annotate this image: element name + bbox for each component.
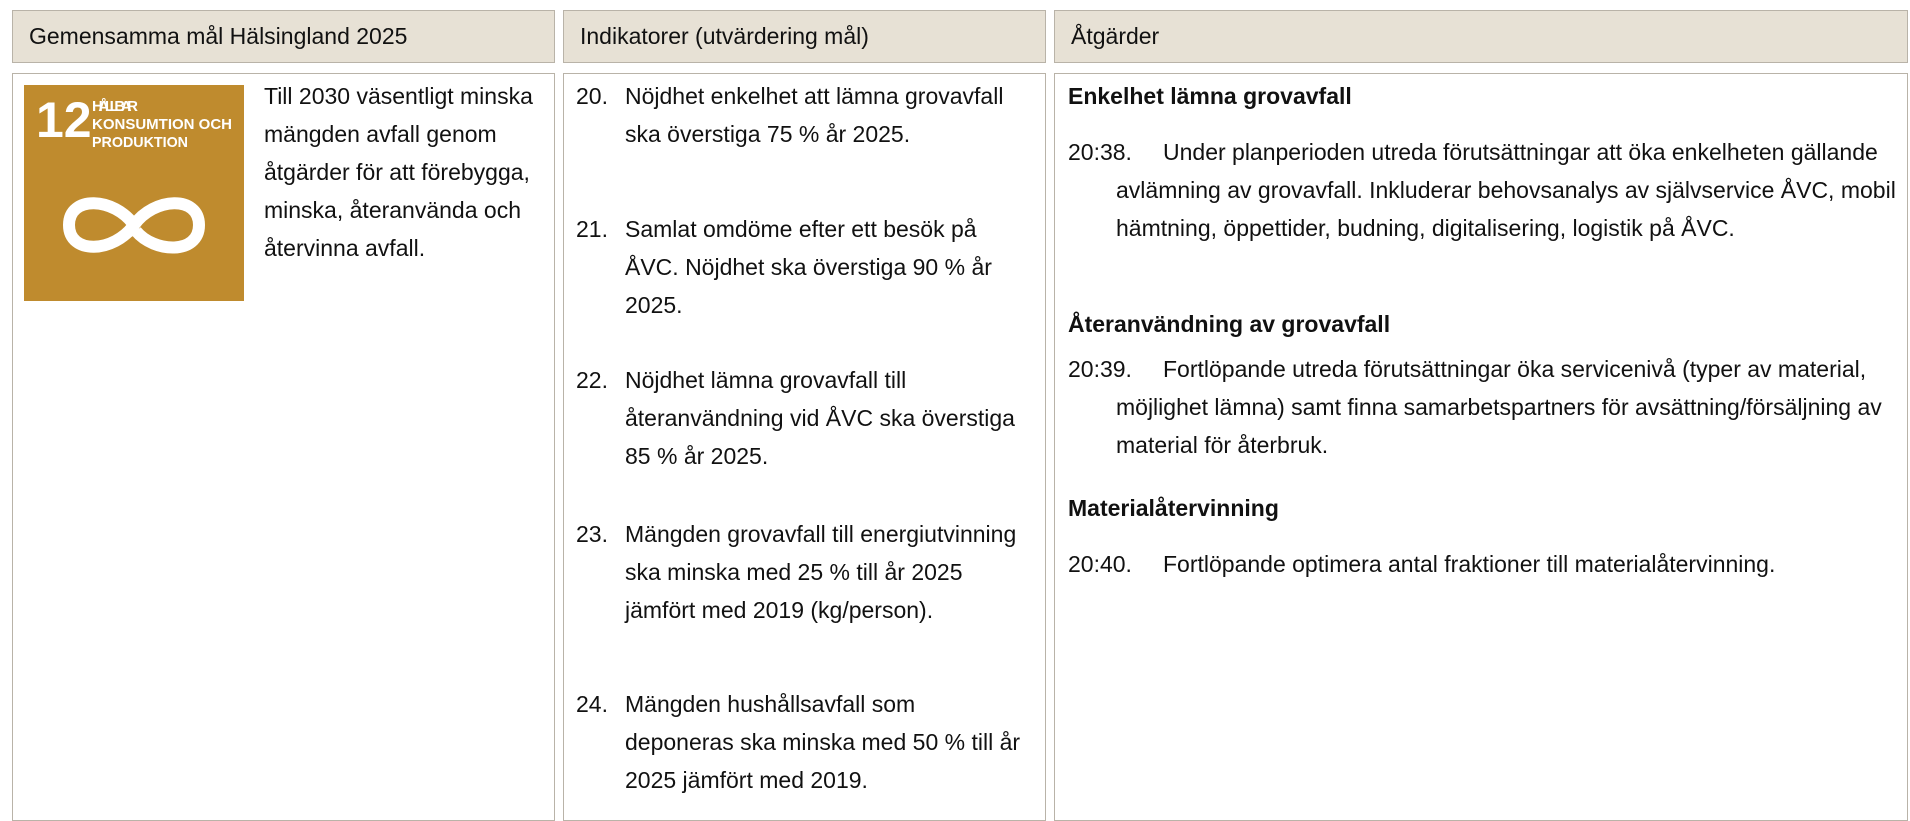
action-text: Fortlöpande optimera antal fraktioner ti… bbox=[1163, 551, 1776, 577]
indicator-text: Mängden grovavfall till energiutvinning … bbox=[625, 521, 1017, 623]
action-item: 20:40. Fortlöpande optimera antal fraktio… bbox=[1068, 545, 1898, 583]
sdg-logo: 12 HÅLLBAR KONSUMTION OCH PRODUKTION bbox=[24, 85, 244, 301]
indicator-number: 20. bbox=[576, 83, 608, 109]
indicator-text: Mängden hushållsavfall som deponeras ska… bbox=[625, 691, 1021, 793]
indicator: 24. Mängden hushållsavfall som deponeras … bbox=[576, 685, 1021, 799]
logo-icon bbox=[62, 197, 206, 254]
action-number: 20:39. bbox=[1068, 356, 1132, 382]
logo-line: PRODUKTION bbox=[92, 134, 188, 151]
action-heading: Materialåtervinning bbox=[1068, 495, 1279, 521]
indicator-number: 24. bbox=[576, 691, 608, 717]
indicator-text: Samlat omdöme efter ett besök på ÅVC. Nö… bbox=[625, 216, 992, 318]
indicator-text: Nöjdhet enkelhet att lämna grovavfall sk… bbox=[625, 83, 1004, 147]
action-number: 20:38. bbox=[1068, 139, 1132, 165]
header-cell: Gemensamma mål Hälsingland 2025 bbox=[12, 10, 555, 63]
action-heading: Återanvändning av grovavfall bbox=[1068, 311, 1391, 337]
indicator-number: 22. bbox=[576, 367, 608, 393]
action-heading: Enkelhet lämna grovavfall bbox=[1068, 83, 1352, 109]
logo-line: KONSUMTION OCH bbox=[92, 116, 232, 133]
logo-bg bbox=[24, 85, 244, 301]
action-item: 20:39. Fortlöpande utreda förutsättningar… bbox=[1068, 350, 1898, 464]
indicator: 21. Samlat omdöme efter ett besök på ÅVC.… bbox=[576, 210, 1021, 324]
goal-text: Till 2030 väsentligt minska mängden avfa… bbox=[264, 83, 533, 261]
action-text: Under planperioden utreda förutsättninga… bbox=[1116, 139, 1896, 241]
action-item: 20:38. Under planperioden utreda förutsät… bbox=[1068, 133, 1898, 247]
header-cell: Åtgärder bbox=[1054, 10, 1908, 63]
logo-number: 12 bbox=[36, 92, 92, 148]
indicator-number: 23. bbox=[576, 521, 608, 547]
indicator: 22. Nöjdhet lämna grovavfall till återanv… bbox=[576, 361, 1021, 475]
indicator-text: Nöjdhet lämna grovavfall till återanvänd… bbox=[625, 367, 1015, 469]
indicator-number: 21. bbox=[576, 216, 608, 242]
indicator: 23. Mängden grovavfall till energiutvinni… bbox=[576, 515, 1021, 629]
indicator: 20. Nöjdhet enkelhet att lämna grovavfall… bbox=[576, 77, 1021, 153]
action-text: Fortlöpande utreda förutsättningar öka s… bbox=[1116, 356, 1882, 458]
header-cell: Indikatorer (utvärdering mål) bbox=[563, 10, 1046, 63]
logo-arrow bbox=[124, 221, 142, 241]
logo-line: HÅLLBAR bbox=[92, 98, 138, 115]
action-number: 20:40. bbox=[1068, 551, 1132, 577]
